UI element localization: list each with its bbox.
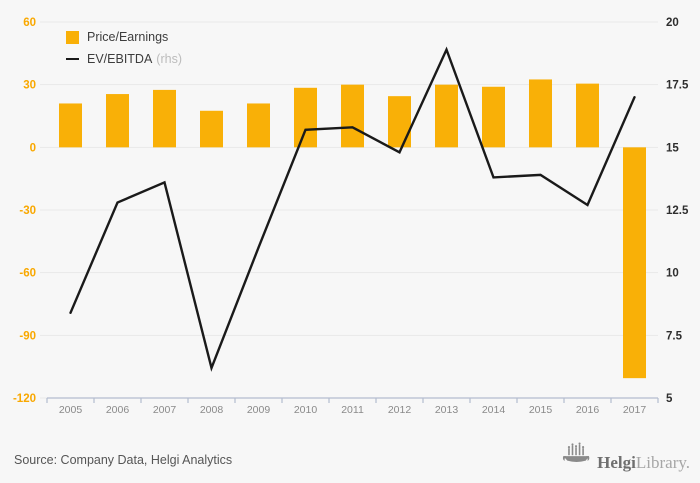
legend-rhs-hint: (rhs): [156, 52, 182, 66]
brand-text: HelgiLibrary.: [597, 454, 690, 471]
right-axis-tick-label: 7.5: [666, 330, 683, 342]
pe-bar-2017: [623, 147, 646, 379]
year-label: 2011: [341, 404, 364, 416]
year-label: 2015: [529, 404, 553, 416]
bar-swatch-icon: [66, 30, 79, 44]
year-label: 2016: [576, 404, 600, 416]
plot-area: 60 30 0 -30 -60 -90 -120 20 17.5 15 12.5 10 7.5 5 2005…: [13, 17, 689, 416]
year-label: 2008: [200, 404, 224, 416]
year-label: 2006: [106, 404, 130, 416]
pe-bar-2008: [200, 110, 223, 148]
left-axis-tick-label: -60: [19, 268, 36, 280]
line-swatch-icon: [66, 58, 79, 60]
legend-label: Price/Earnings: [87, 30, 169, 44]
pe-bar-2012: [388, 96, 411, 148]
year-label: 2012: [388, 404, 412, 416]
left-axis-tick-label: -90: [19, 330, 36, 342]
year-label: 2005: [59, 404, 83, 416]
left-axis-tick-label: 30: [23, 80, 36, 92]
year-label: 2014: [482, 404, 506, 416]
pe-bar-2013: [435, 84, 458, 148]
right-axis-tick-label: 5: [666, 393, 673, 405]
pe-bar-2007: [153, 89, 176, 148]
ev-ebitda-line: [69, 46, 636, 372]
pe-bar-2015: [529, 79, 552, 148]
right-axis-tick-label: 17.5: [666, 80, 689, 92]
pe-bar-2006: [106, 94, 129, 148]
legend: Price/Earnings EV/EBITDA (rhs): [66, 26, 182, 70]
pe-bar-2010: [294, 87, 317, 148]
year-label: 2007: [153, 404, 177, 416]
right-axis-tick-label: 15: [666, 142, 679, 154]
brand-name2: Library.: [635, 453, 690, 472]
right-axis-tick-label: 20: [666, 17, 679, 29]
legend-item-price-earnings: Price/Earnings: [66, 26, 182, 48]
year-label: 2009: [247, 404, 271, 416]
brand-name: Helgi: [597, 453, 636, 472]
left-axis-tick-label: 60: [23, 17, 36, 29]
chart-svg: 60 30 0 -30 -60 -90 -120 20 17.5 15 12.5 10 7.5 5 2005…: [13, 17, 689, 416]
year-label: 2010: [294, 404, 318, 416]
legend-item-ev-ebitda: EV/EBITDA (rhs): [66, 48, 182, 70]
ship-icon: [562, 441, 592, 470]
brand-logo: HelgiLibrary.: [562, 441, 690, 471]
source-text: Source: Company Data, Helgi Analytics: [14, 453, 233, 467]
pe-bar-2005: [59, 103, 82, 148]
pe-bar-2014: [482, 86, 505, 148]
pe-bar-2016: [576, 83, 599, 148]
year-label: 2017: [623, 404, 647, 416]
pe-bar-2009: [247, 103, 270, 148]
year-label: 2013: [435, 404, 459, 416]
left-axis-tick-label: 0: [30, 142, 36, 154]
legend-label: EV/EBITDA: [87, 52, 153, 66]
right-axis-tick-label: 12.5: [666, 205, 689, 217]
left-axis-tick-label: -120: [13, 393, 36, 405]
right-axis-tick-label: 10: [666, 268, 679, 280]
footer: Source: Company Data, Helgi Analytics: [0, 442, 700, 475]
left-axis-tick-label: -30: [19, 205, 36, 217]
pe-bar-2011: [341, 84, 364, 148]
